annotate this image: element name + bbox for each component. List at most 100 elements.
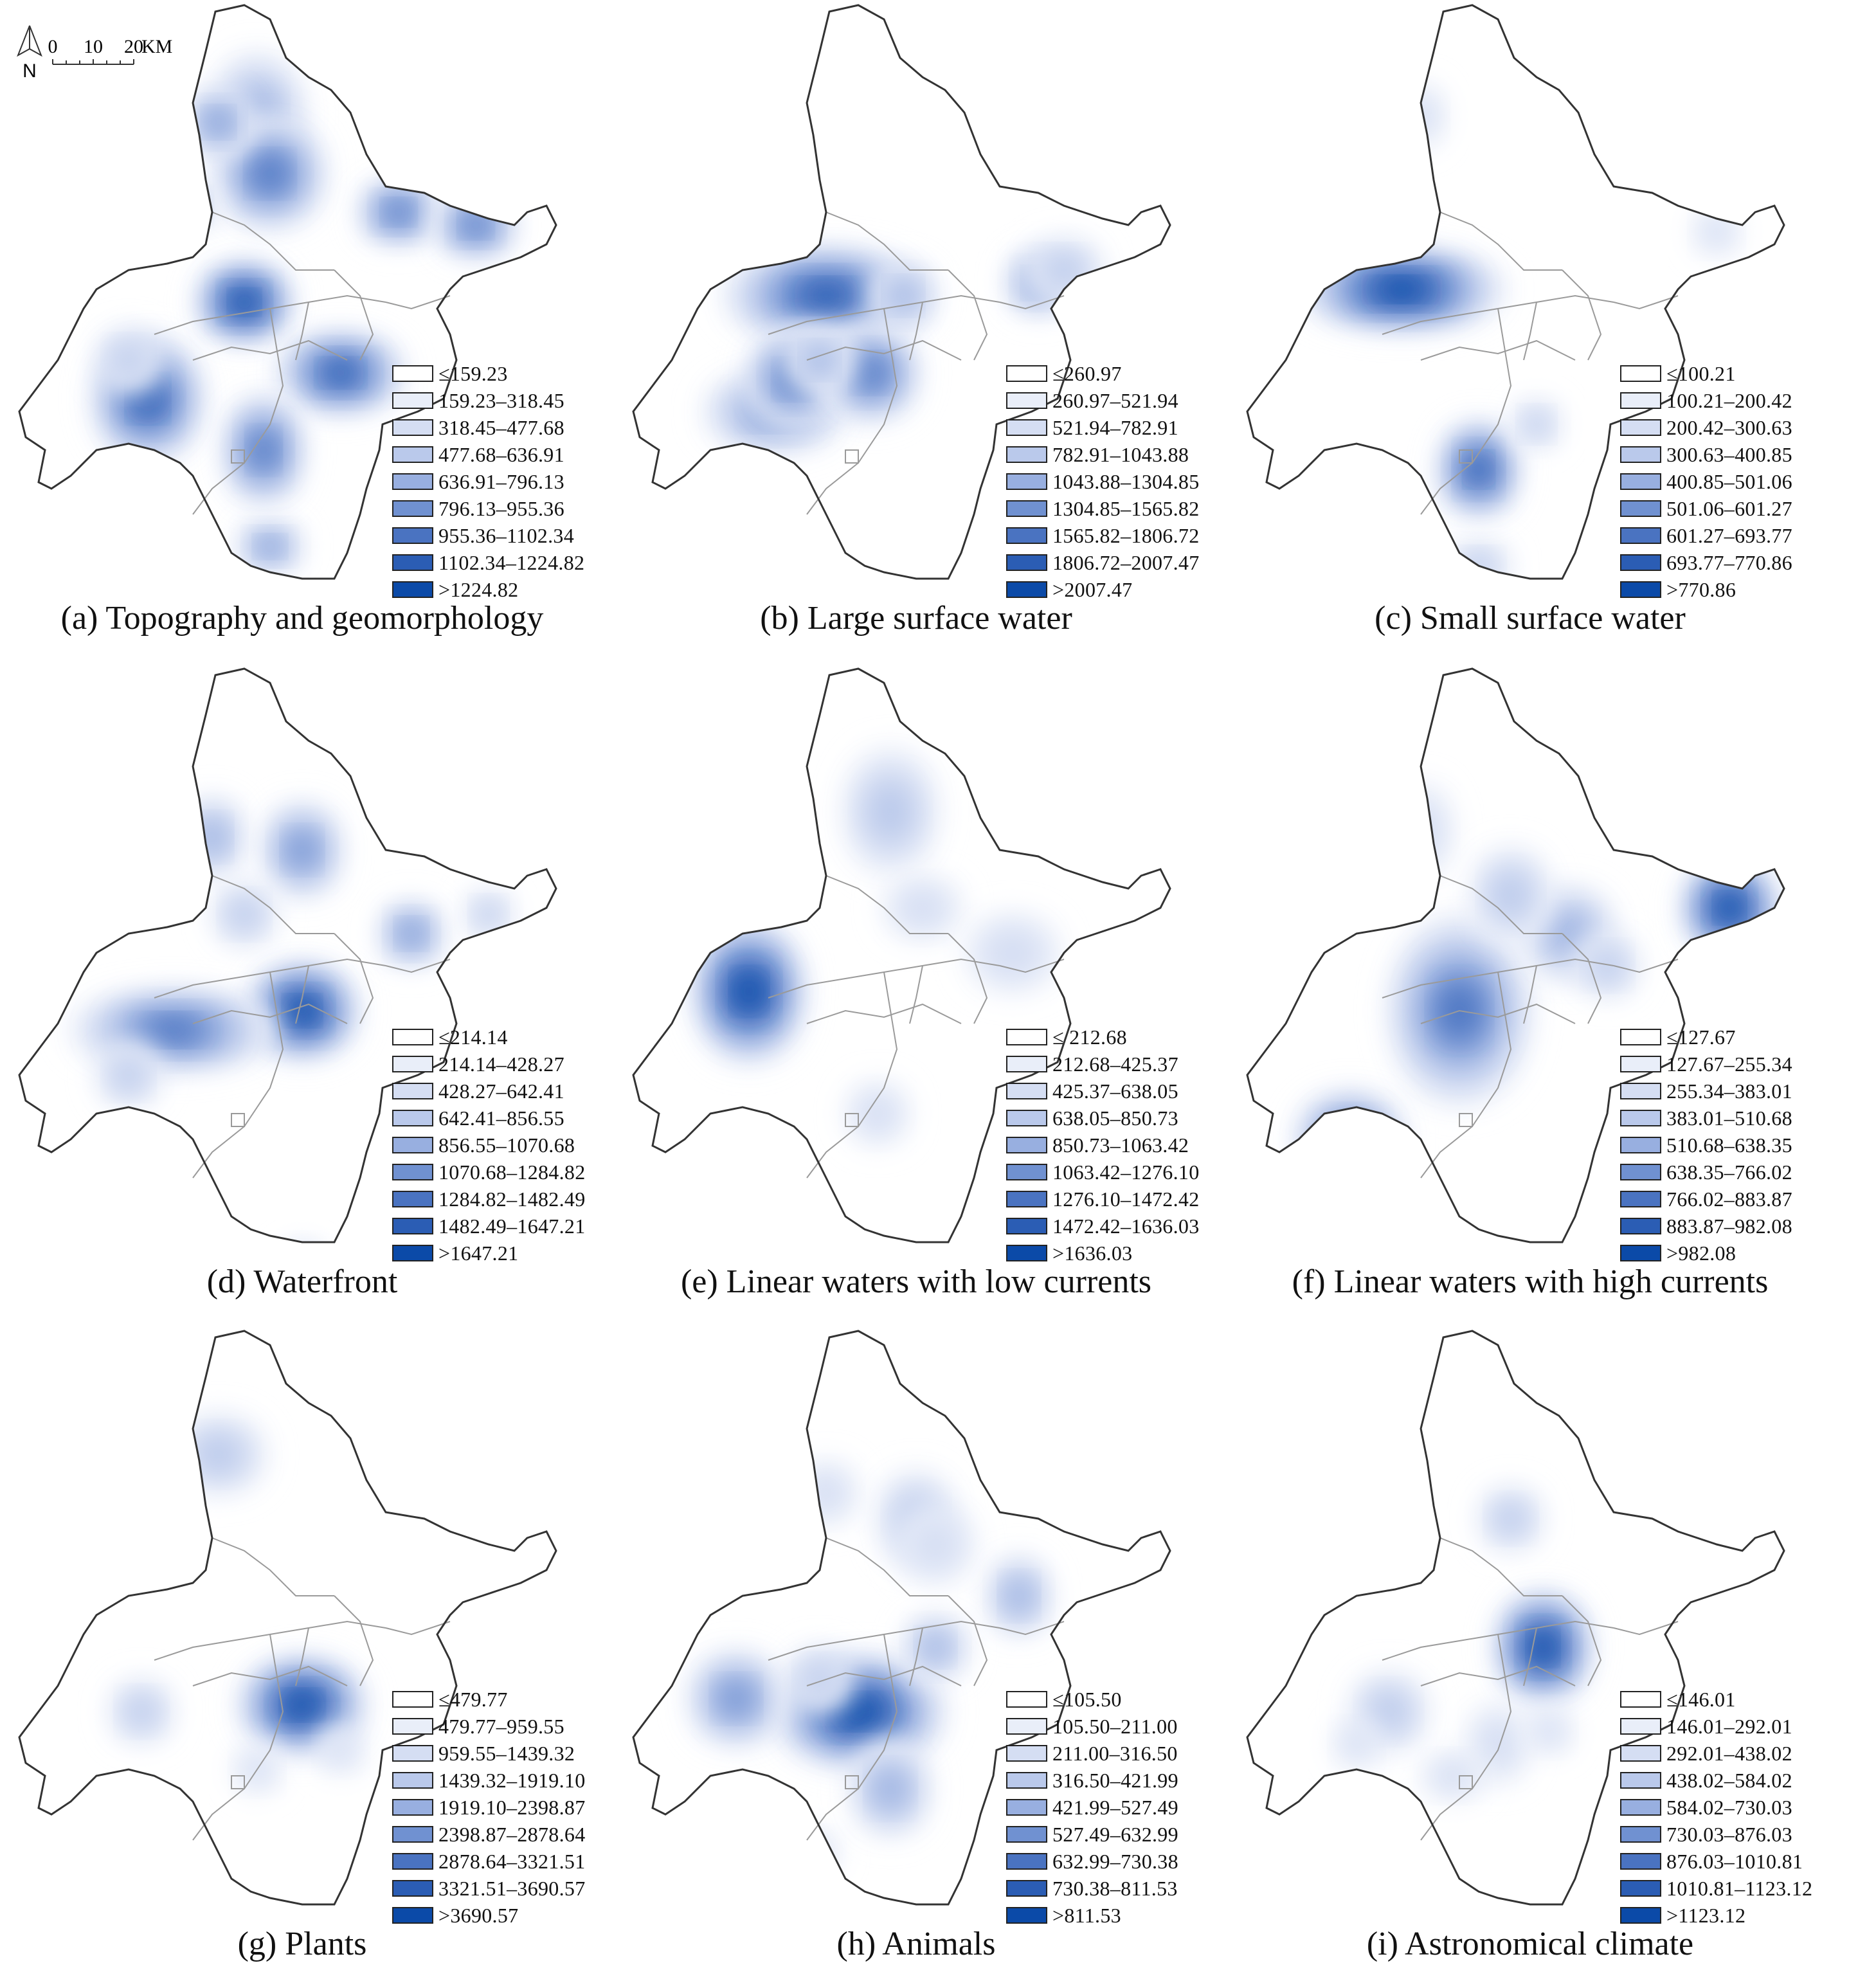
density-contour bbox=[808, 348, 831, 372]
district-boundary bbox=[948, 933, 988, 1024]
legend-swatch bbox=[1006, 581, 1047, 598]
legend-item: ≤159.23 bbox=[392, 360, 624, 387]
density-contour bbox=[1701, 216, 1732, 247]
density-contour bbox=[209, 113, 228, 132]
legend-label: ≤479.77 bbox=[438, 1687, 508, 1711]
legend-label: 693.77–770.86 bbox=[1666, 550, 1792, 574]
legend-swatch bbox=[1006, 1191, 1047, 1207]
legend-item: 212.68–425.37 bbox=[1006, 1051, 1238, 1078]
legend-item: 1304.85–1565.82 bbox=[1006, 495, 1238, 522]
district-boundary bbox=[806, 308, 898, 515]
legend-swatch bbox=[392, 1880, 433, 1897]
legend-item: 955.36–1102.34 bbox=[392, 522, 624, 549]
district-boundary bbox=[1523, 302, 1537, 361]
legend-swatch bbox=[392, 1853, 433, 1870]
legend-swatch bbox=[1006, 365, 1047, 382]
legend-item: 1276.10–1472.42 bbox=[1006, 1186, 1238, 1213]
legend-swatch bbox=[1620, 527, 1661, 544]
legend-item: 693.77–770.86 bbox=[1620, 549, 1852, 576]
legend-label: 428.27–642.41 bbox=[438, 1079, 564, 1103]
panel-caption: (f) Linear waters with high currents bbox=[1292, 1263, 1769, 1300]
legend-item: 3321.51–3690.57 bbox=[392, 1875, 624, 1902]
legend-label: >1636.03 bbox=[1052, 1241, 1133, 1265]
district-boundary bbox=[825, 875, 948, 934]
density-contour bbox=[982, 928, 1043, 978]
map-panel: ≤ 212.68 212.68–425.37 425.37–638.05 638.05… bbox=[614, 664, 1218, 1313]
legend-swatch bbox=[1620, 365, 1661, 382]
density-map bbox=[18, 667, 557, 1243]
legend-swatch bbox=[1006, 554, 1047, 571]
legend-item: ≤100.21 bbox=[1620, 360, 1852, 387]
legend-swatch bbox=[1620, 1691, 1661, 1708]
density-contour bbox=[478, 903, 500, 925]
district-boundary bbox=[334, 1595, 374, 1686]
legend-label: 1070.68–1284.82 bbox=[438, 1160, 586, 1184]
legend-label: >1224.82 bbox=[438, 577, 519, 601]
panel-caption: (i) Astronomical climate bbox=[1366, 1926, 1694, 1962]
legend-item: 1070.68–1284.82 bbox=[392, 1159, 624, 1186]
legend-label: 501.06–601.27 bbox=[1666, 496, 1792, 520]
legend-item: 766.02–883.87 bbox=[1620, 1186, 1852, 1213]
legend-label: ≤260.97 bbox=[1052, 361, 1122, 385]
density-hotspots bbox=[692, 747, 1061, 1146]
city-boundary bbox=[632, 4, 1171, 580]
district-boundary bbox=[999, 295, 1065, 310]
legend-item: 501.06–601.27 bbox=[1620, 495, 1852, 522]
legend-item: 521.94–782.91 bbox=[1006, 414, 1238, 441]
legend-label: 211.00–316.50 bbox=[1052, 1741, 1178, 1765]
legend-item: ≤146.01 bbox=[1620, 1686, 1852, 1713]
legend-swatch bbox=[1620, 500, 1661, 517]
legend-label: >1647.21 bbox=[438, 1241, 519, 1265]
legend-label: 479.77–959.55 bbox=[438, 1714, 564, 1738]
city-boundary bbox=[1246, 4, 1785, 580]
district-boundary bbox=[909, 302, 923, 361]
legend-item: >1636.03 bbox=[1006, 1240, 1238, 1267]
district-boundary bbox=[295, 302, 309, 361]
density-contour bbox=[1433, 1760, 1473, 1791]
district-boundary bbox=[806, 1003, 962, 1024]
density-contour bbox=[897, 888, 948, 928]
map-panel: ≤127.67 127.67–255.34 255.34–383.01 383.01–… bbox=[1228, 664, 1832, 1313]
legend-item: 1565.82–1806.72 bbox=[1006, 522, 1238, 549]
legend-item: 1010.81–1123.12 bbox=[1620, 1875, 1852, 1902]
legend-swatch bbox=[392, 1745, 433, 1762]
city-area bbox=[633, 669, 1170, 1242]
density-contour bbox=[197, 1436, 240, 1472]
panel-caption: (b) Large surface water bbox=[760, 600, 1072, 637]
legend-swatch bbox=[1620, 1218, 1661, 1234]
density-contour bbox=[291, 1002, 313, 1020]
legend-label: 438.02–584.02 bbox=[1666, 1768, 1792, 1792]
legend-item: 428.27–642.41 bbox=[392, 1078, 624, 1105]
legend-swatch bbox=[1620, 1029, 1661, 1045]
north-arrow-icon: N bbox=[17, 25, 42, 81]
district-boundary bbox=[231, 449, 245, 464]
district-boundary bbox=[1613, 295, 1679, 310]
legend-swatch bbox=[1006, 527, 1047, 544]
legend-swatch bbox=[1006, 1826, 1047, 1843]
district-boundary bbox=[1439, 212, 1562, 271]
density-contour bbox=[114, 345, 143, 375]
legend-label: >982.08 bbox=[1666, 1241, 1736, 1265]
density-contour bbox=[148, 1020, 199, 1040]
legend-item: >2007.47 bbox=[1006, 576, 1238, 603]
north-label: N bbox=[23, 60, 37, 81]
legend-swatch bbox=[1620, 1245, 1661, 1261]
district-boundary bbox=[1439, 1537, 1562, 1596]
density-contour bbox=[738, 978, 760, 1005]
density-contour bbox=[1371, 1694, 1407, 1730]
density-contour bbox=[235, 294, 253, 310]
district-boundary bbox=[1562, 269, 1602, 361]
legend-item: 400.85–501.06 bbox=[1620, 468, 1852, 495]
district-boundary bbox=[1613, 1621, 1679, 1636]
legend-label: 212.68–425.37 bbox=[1052, 1052, 1178, 1076]
legend-label: 850.73–1063.42 bbox=[1052, 1133, 1189, 1157]
district-boundary bbox=[1459, 449, 1473, 464]
legend-swatch bbox=[392, 392, 433, 409]
legend-label: 1472.42–1636.03 bbox=[1052, 1214, 1200, 1238]
legend-label: 782.91–1043.88 bbox=[1052, 442, 1189, 466]
legend-label: 1482.49–1647.21 bbox=[438, 1214, 586, 1238]
density-contour bbox=[1046, 255, 1082, 285]
legend-item: 214.14–428.27 bbox=[392, 1051, 624, 1078]
legend-item: ≤479.77 bbox=[392, 1686, 624, 1713]
legend-label: 856.55–1070.68 bbox=[438, 1133, 575, 1157]
